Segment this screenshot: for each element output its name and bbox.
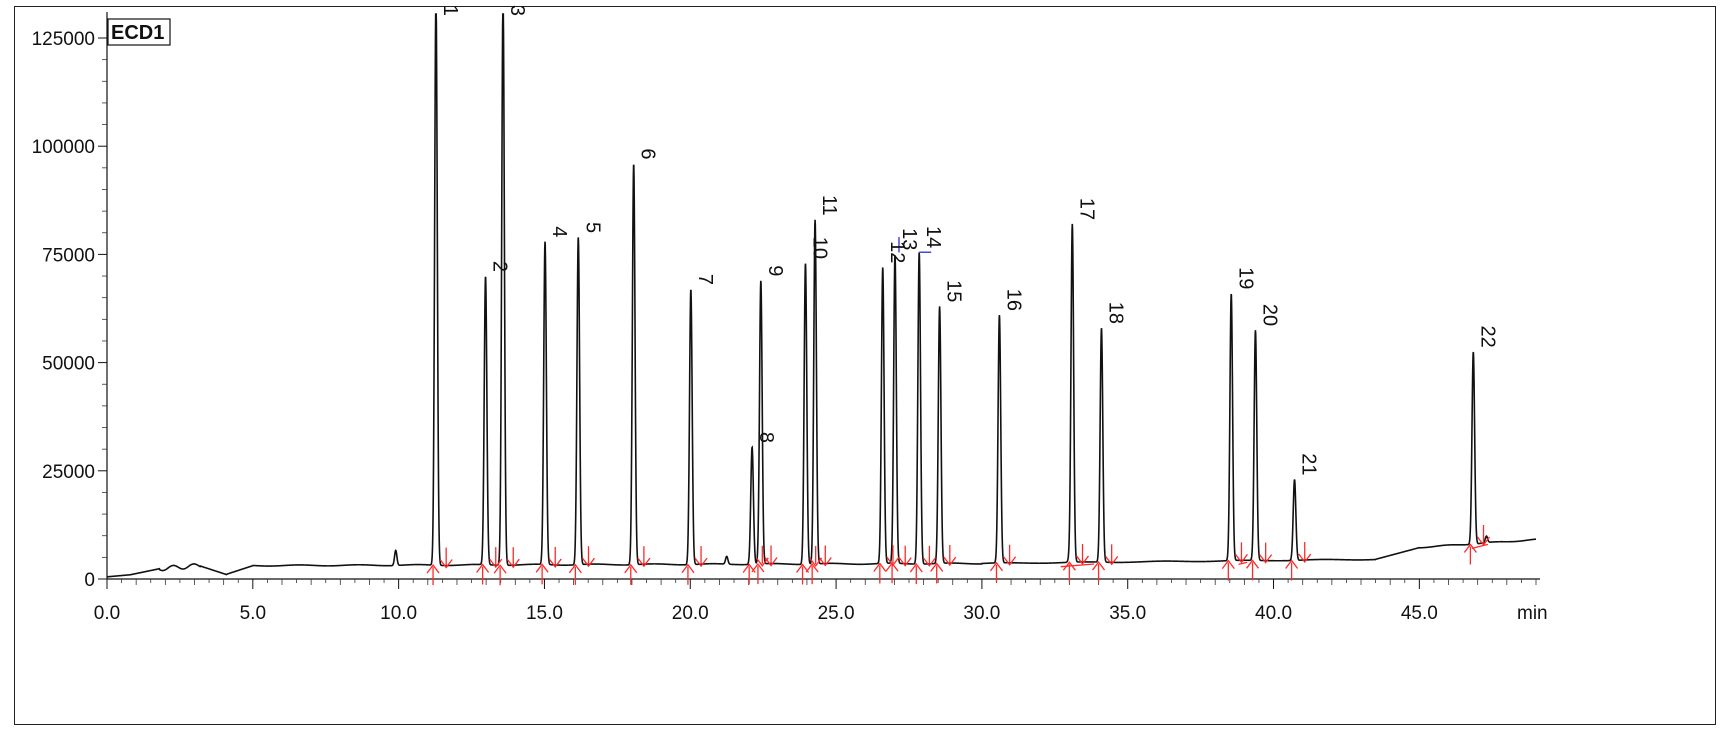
peak-start-marker bbox=[930, 562, 944, 584]
y-tick-label: 50000 bbox=[42, 354, 95, 375]
y-tick-label: 25000 bbox=[42, 462, 95, 483]
peak-label: 1 bbox=[439, 5, 461, 16]
peak-start-marker bbox=[1092, 560, 1106, 583]
peak-end-marker bbox=[694, 546, 708, 568]
peak-start-marker bbox=[873, 562, 887, 584]
peak-label: 5 bbox=[581, 222, 603, 233]
peak-start-marker bbox=[909, 563, 923, 585]
peak-start-marker bbox=[796, 563, 810, 585]
y-tick-label: 0 bbox=[84, 570, 95, 591]
peak-start-marker bbox=[805, 563, 819, 585]
peak-label: 7 bbox=[694, 274, 716, 285]
peak-label: 19 bbox=[1234, 267, 1256, 289]
peak-start-marker bbox=[1246, 559, 1260, 581]
peak-end-marker bbox=[439, 547, 453, 569]
peak-start-marker bbox=[1221, 559, 1235, 581]
peak-label: 18 bbox=[1104, 302, 1126, 324]
peak-label: 6 bbox=[637, 148, 659, 159]
peak-start-marker bbox=[989, 561, 1003, 583]
chromatogram-trace bbox=[106, 13, 1537, 578]
peak-end-marker bbox=[489, 547, 503, 569]
tick-labels: 0.0 5.0 10.0 15.0 20.0 25.0 30.0 35.0 40.0 45.0 mi… bbox=[32, 29, 1548, 624]
peak-end-marker bbox=[1259, 542, 1273, 564]
peak-label: 22 bbox=[1476, 326, 1498, 348]
x-tick-label: 5.0 bbox=[240, 603, 266, 624]
peak-end-marker bbox=[1075, 543, 1090, 566]
x-tick-label: 25.0 bbox=[818, 603, 855, 624]
x-tick-label: 35.0 bbox=[1109, 603, 1146, 624]
peak-label: 9 bbox=[764, 265, 786, 276]
detector-label-box bbox=[107, 18, 171, 46]
peak-label: 12 bbox=[886, 241, 908, 263]
peak-label: 14 bbox=[922, 226, 944, 248]
integration-markers bbox=[426, 237, 1491, 586]
axes bbox=[98, 12, 1540, 589]
peak-label: 3 bbox=[506, 5, 528, 16]
x-tick-label: 45.0 bbox=[1401, 603, 1438, 624]
peak-end-marker bbox=[943, 544, 957, 567]
integration-baseline bbox=[1060, 563, 1095, 568]
peak-start-marker bbox=[493, 564, 507, 586]
peak-end-marker bbox=[1003, 544, 1017, 566]
peak-end-marker bbox=[1476, 524, 1491, 547]
peak-start-marker bbox=[885, 562, 899, 584]
y-tick-label: 125000 bbox=[32, 29, 95, 50]
peak-label: 17 bbox=[1075, 198, 1097, 220]
peak-start-marker bbox=[681, 563, 695, 585]
x-tick-label: 15.0 bbox=[526, 603, 563, 624]
peak-label: 8 bbox=[755, 432, 777, 443]
detector-label: ECD1 bbox=[111, 22, 164, 44]
peak-label: 4 bbox=[548, 226, 570, 237]
peak-label: 15 bbox=[943, 280, 965, 302]
detector-legend: ECD1 bbox=[107, 18, 171, 46]
peak-end-marker bbox=[1298, 541, 1312, 564]
peak-start-marker bbox=[568, 563, 582, 585]
peak-end-marker bbox=[581, 546, 596, 568]
peak-end-marker bbox=[755, 545, 769, 567]
peak-start-marker bbox=[535, 563, 549, 585]
peak-start-marker bbox=[1463, 543, 1477, 565]
peak-label: 20 bbox=[1258, 304, 1280, 326]
peak-end-marker bbox=[809, 545, 823, 568]
x-tick-label: 40.0 bbox=[1255, 603, 1292, 624]
peak-start-marker bbox=[751, 562, 765, 585]
peak-end-marker bbox=[818, 545, 832, 567]
y-tick-label: 75000 bbox=[42, 245, 95, 266]
peak-label: 21 bbox=[1298, 453, 1320, 475]
y-tick-label: 100000 bbox=[32, 137, 95, 158]
chromatogram-frame bbox=[14, 6, 1716, 725]
peak-end-marker bbox=[548, 546, 562, 569]
peak-end-marker bbox=[1234, 542, 1248, 564]
peak-start-marker bbox=[426, 564, 440, 586]
peak-end-marker bbox=[637, 546, 651, 568]
peak-end-marker bbox=[922, 545, 936, 567]
x-unit-label: min bbox=[1517, 603, 1548, 624]
peak-end-marker bbox=[1105, 544, 1119, 566]
peak-start-marker bbox=[624, 563, 638, 585]
trace-layer bbox=[106, 13, 1537, 578]
peak-end-marker bbox=[898, 545, 912, 567]
x-tick-label: 10.0 bbox=[380, 603, 417, 624]
peak-end-marker bbox=[764, 545, 778, 567]
x-tick-label: 0.0 bbox=[94, 603, 120, 624]
peak-label: 11 bbox=[818, 195, 840, 216]
x-tick-label: 20.0 bbox=[672, 603, 709, 624]
peak-start-marker bbox=[476, 563, 490, 585]
x-tick-label: 30.0 bbox=[963, 603, 1000, 624]
peak-label: 10 bbox=[808, 237, 830, 259]
peak-start-marker bbox=[742, 563, 756, 585]
peak-start-marker bbox=[1285, 559, 1299, 581]
peak-start-marker bbox=[1062, 561, 1076, 583]
peak-end-marker bbox=[506, 547, 520, 569]
integration-baseline bbox=[1238, 561, 1248, 565]
peak-label: 2 bbox=[489, 261, 511, 272]
peak-label: 16 bbox=[1002, 289, 1024, 311]
integration-baseline bbox=[1471, 543, 1489, 550]
peak-end-marker bbox=[886, 545, 900, 567]
peak-label: 13 bbox=[898, 228, 920, 250]
